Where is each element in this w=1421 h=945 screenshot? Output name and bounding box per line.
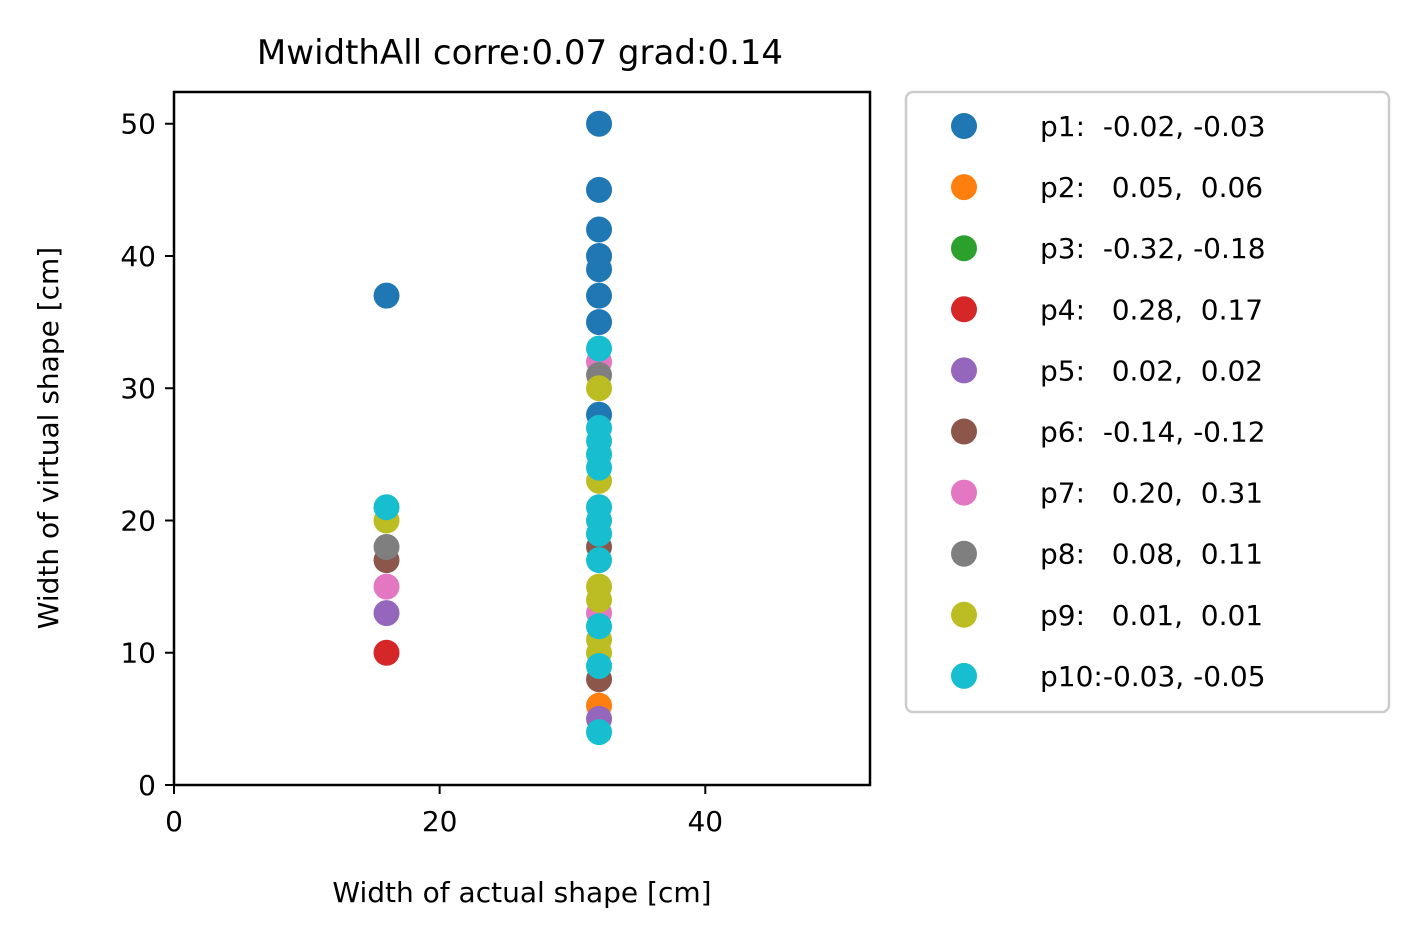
y-tick-label: 50 <box>120 108 156 141</box>
legend-marker <box>951 357 977 384</box>
legend-marker <box>951 296 977 323</box>
y-tick-label: 30 <box>120 372 156 405</box>
point-series-1 <box>373 282 400 309</box>
point-series-1 <box>586 110 613 137</box>
point-series-7 <box>373 573 400 600</box>
legend-label: p8: 0.08, 0.11 <box>1040 538 1263 571</box>
point-series-1 <box>586 216 613 243</box>
point-series-4 <box>373 639 400 666</box>
x-tick-label: 0 <box>165 805 183 838</box>
legend-box <box>904 90 1391 714</box>
point-series-1 <box>586 176 613 203</box>
point-series-1 <box>586 309 613 336</box>
legend-label: p5: 0.02, 0.02 <box>1040 354 1263 387</box>
legend-marker <box>951 113 977 139</box>
plot-points <box>373 110 613 746</box>
point-series-8 <box>373 533 400 560</box>
y-axis-label: Width of virtual shape [cm] <box>32 247 65 629</box>
plot-frame <box>172 90 872 787</box>
legend: p1: -0.02, -0.03 p2: 0.05, 0.06 p3: -0.32,… <box>904 90 1391 714</box>
point-series-1 <box>586 282 613 309</box>
legend-label: p6: -0.14, -0.12 <box>1040 416 1266 449</box>
y-tick-label: 0 <box>138 769 156 802</box>
legend-marker <box>951 174 977 201</box>
point-series-10 <box>586 547 613 574</box>
y-tick-label: 40 <box>120 240 156 273</box>
legend-marker <box>951 235 977 262</box>
legend-marker <box>951 479 977 506</box>
point-series-10 <box>586 335 613 362</box>
point-series-10 <box>586 652 613 679</box>
legend-label: p10:-0.03, -0.05 <box>1040 660 1266 693</box>
legend-label: p1: -0.02, -0.03 <box>1040 110 1266 143</box>
y-tick-label: 10 <box>120 637 156 670</box>
legend-marker <box>951 540 977 567</box>
chart-title: MwidthAll corre:0.07 grad:0.14 <box>257 33 783 73</box>
point-series-10 <box>586 719 613 746</box>
y-tick-label: 20 <box>120 504 156 537</box>
legend-label: p7: 0.20, 0.31 <box>1040 477 1263 510</box>
legend-marker <box>951 662 977 689</box>
point-series-10 <box>586 520 613 547</box>
legend-label: p3: -0.32, -0.18 <box>1040 232 1266 265</box>
legend-label: p4: 0.28, 0.17 <box>1040 293 1263 326</box>
point-series-5 <box>373 600 400 627</box>
x-axis: 0 20 40 <box>165 785 723 838</box>
point-series-10 <box>586 613 613 640</box>
legend-marker <box>951 418 977 445</box>
point-series-9 <box>586 586 613 613</box>
y-axis: 0 10 20 30 40 50 <box>120 108 174 802</box>
legend-label: p9: 0.01, 0.01 <box>1040 599 1263 632</box>
point-series-10 <box>586 454 613 481</box>
x-tick-label: 40 <box>687 805 723 838</box>
x-tick-label: 20 <box>422 805 458 838</box>
point-series-10 <box>373 494 400 521</box>
point-series-9 <box>586 375 613 402</box>
legend-label: p2: 0.05, 0.06 <box>1040 171 1263 204</box>
point-series-1 <box>586 256 613 283</box>
legend-marker <box>951 601 977 628</box>
x-axis-label: Width of actual shape [cm] <box>332 876 711 909</box>
